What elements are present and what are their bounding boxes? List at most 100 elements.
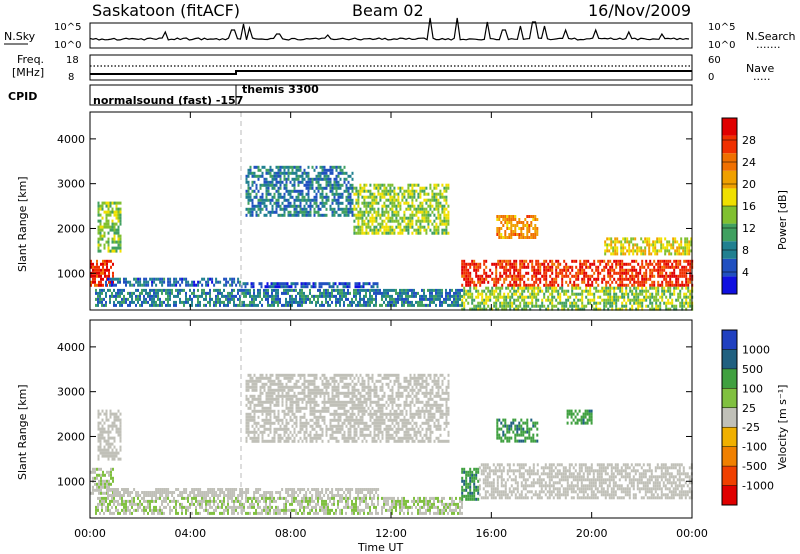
data-cell	[223, 277, 226, 281]
data-cell	[304, 282, 307, 286]
data-cell	[609, 304, 612, 308]
data-cell	[98, 488, 100, 492]
data-cell	[419, 505, 421, 509]
data-cell	[423, 288, 425, 292]
data-cell	[179, 494, 182, 497]
data-cell	[339, 496, 341, 500]
data-cell	[427, 222, 430, 226]
data-cell	[615, 271, 618, 275]
data-cell	[157, 508, 159, 512]
data-cell	[361, 231, 364, 235]
data-cell	[289, 210, 292, 214]
data-cell	[255, 297, 257, 301]
data-cell	[677, 292, 680, 296]
data-cell	[247, 168, 250, 172]
data-cell	[267, 297, 269, 301]
data-cell	[356, 282, 359, 286]
data-cell	[381, 204, 384, 208]
data-cell	[463, 292, 466, 296]
data-cell	[510, 230, 513, 233]
data-cell	[391, 496, 393, 500]
data-cell	[663, 265, 666, 269]
data-cell	[361, 508, 363, 512]
data-cell	[675, 262, 678, 266]
data-cell	[508, 221, 511, 224]
data-cell	[151, 277, 154, 281]
data-cell	[687, 277, 690, 281]
data-cell	[139, 303, 141, 307]
data-cell	[99, 427, 102, 431]
data-cell	[690, 240, 693, 244]
data-cell	[269, 168, 272, 172]
data-cell	[328, 285, 331, 289]
data-cell	[373, 216, 376, 220]
data-cell	[361, 225, 364, 229]
data-cell	[671, 292, 674, 296]
data-cell	[291, 300, 293, 304]
data-cell	[439, 219, 442, 223]
data-cell	[403, 210, 406, 214]
data-cell	[145, 300, 147, 304]
data-cell	[297, 180, 300, 184]
data-cell	[652, 249, 655, 253]
data-cell	[631, 292, 634, 296]
data-cell	[231, 491, 234, 494]
data-cell	[649, 277, 652, 281]
data-cell	[103, 436, 106, 440]
data-cell	[622, 249, 625, 253]
data-cell	[253, 207, 256, 211]
data-cell	[637, 292, 640, 296]
data-cell	[340, 282, 343, 286]
data-cell	[403, 511, 405, 515]
data-cell	[522, 221, 525, 224]
data-cell	[261, 508, 263, 512]
data-cell	[249, 496, 251, 500]
data-cell	[327, 195, 330, 199]
data-cell	[537, 304, 540, 308]
data-cell	[549, 292, 552, 296]
data-cell	[125, 508, 127, 512]
data-cell	[635, 289, 638, 293]
data-cell	[183, 277, 186, 281]
data-cell	[489, 295, 492, 299]
data-cell	[657, 271, 660, 275]
data-cell	[661, 283, 664, 287]
data-cell	[645, 268, 648, 272]
data-cell	[317, 496, 319, 500]
data-cell	[337, 491, 340, 494]
data-cell	[437, 207, 440, 211]
data-cell	[391, 303, 393, 307]
data-cell	[631, 283, 634, 287]
data-cell	[389, 228, 392, 232]
data-cell	[615, 307, 618, 311]
data-cell	[407, 288, 409, 292]
data-cell	[419, 499, 421, 503]
data-cell	[365, 189, 368, 193]
data-cell	[209, 511, 211, 515]
data-cell	[653, 265, 656, 269]
data-cell	[173, 280, 176, 284]
data-cell	[231, 494, 234, 497]
data-cell	[209, 505, 211, 509]
data-cell	[277, 496, 279, 500]
data-cell	[149, 505, 151, 509]
data-cell	[137, 300, 139, 304]
data-cell	[465, 283, 468, 287]
data-cell	[445, 183, 448, 187]
data-cell	[121, 300, 123, 304]
data-cell	[305, 297, 307, 301]
data-cell	[545, 268, 548, 272]
data-cell	[527, 304, 530, 308]
data-cell	[375, 291, 377, 295]
data-cell	[665, 301, 668, 305]
data-cell	[443, 228, 446, 232]
data-cell	[603, 301, 606, 305]
data-cell	[614, 246, 617, 250]
data-cell	[105, 210, 108, 214]
data-cell	[169, 294, 171, 298]
data-cell	[99, 436, 102, 440]
data-cell	[477, 304, 480, 308]
data-cell	[277, 186, 280, 190]
data-cell	[601, 280, 604, 284]
data-cell	[477, 292, 480, 296]
